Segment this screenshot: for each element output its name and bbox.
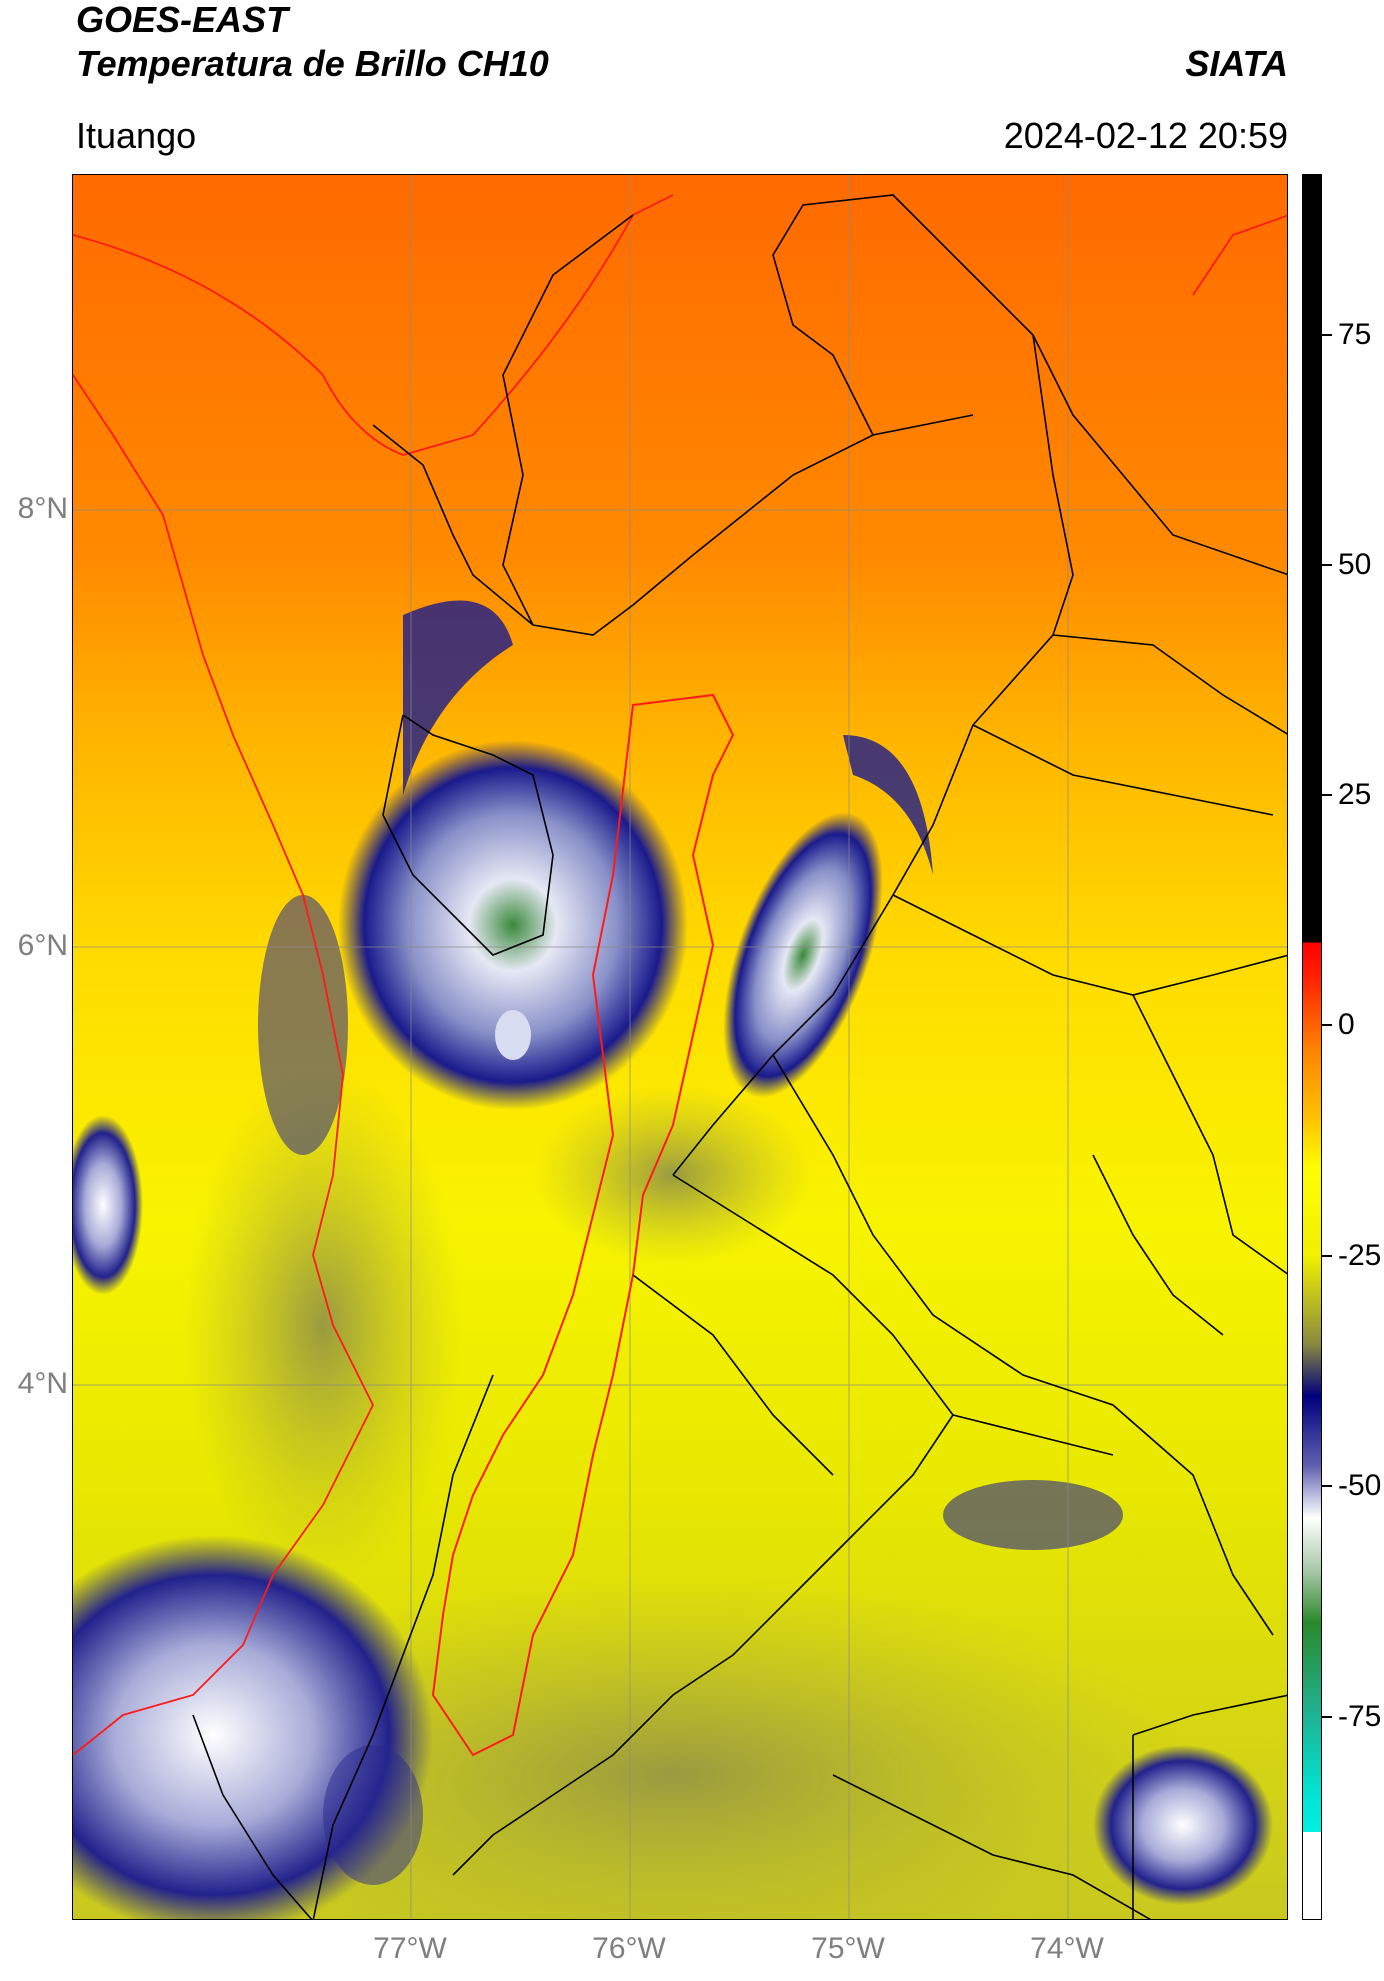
colorbar-label-75: 75	[1338, 318, 1372, 351]
department-boundary-red	[431, 693, 735, 1757]
storm-cell-east	[723, 812, 883, 1098]
satellite-map	[72, 174, 1288, 1920]
colorbar-label-minus50: -50	[1338, 1469, 1382, 1502]
lon-label-74w: 74°W	[1030, 1932, 1104, 1965]
region-label: Ituango	[76, 115, 197, 156]
storm-cell-ituango	[338, 740, 688, 1110]
colorbar-label-minus75: -75	[1338, 1700, 1382, 1733]
colorbar-label-0: 0	[1338, 1008, 1355, 1041]
title-line-1: GOES-EAST	[76, 0, 289, 40]
colorbar-tick-75	[1322, 334, 1332, 336]
colorbar-tick-minus75	[1322, 1716, 1332, 1718]
colorbar-label-minus25: -25	[1338, 1239, 1382, 1272]
title-line-2: Temperatura de Brillo CH10	[76, 43, 549, 84]
coastline-borders	[73, 194, 1287, 1756]
storm-arm-north	[403, 600, 513, 795]
cloud-band-coast	[258, 895, 348, 1155]
colorbar-label-50: 50	[1338, 548, 1372, 581]
colorbar-tick-0	[1322, 1024, 1332, 1026]
brand-label: SIATA	[1185, 43, 1288, 84]
storm-arm-east	[843, 735, 933, 875]
olive-region-west	[183, 1065, 463, 1585]
colorbar	[1302, 174, 1322, 1920]
lon-label-75w: 75°W	[811, 1932, 885, 1965]
lon-label-77w: 77°W	[373, 1932, 447, 1965]
lat-label-6n: 6°N	[17, 929, 68, 962]
lat-label-4n: 4°N	[17, 1367, 68, 1400]
cloud-cluster-southeast	[1093, 1745, 1273, 1905]
cloud-patch-east	[943, 1480, 1123, 1550]
colorbar-tick-50	[1322, 564, 1332, 566]
colorbar-tick-minus50	[1322, 1485, 1332, 1487]
gridlines	[73, 175, 1287, 1919]
cloud-patch-south	[323, 1745, 423, 1885]
timestamp-label: 2024-02-12 20:59	[1003, 115, 1288, 156]
map-canvas	[73, 175, 1287, 1919]
storm-cell-small	[495, 1010, 531, 1060]
colorbar-label-25: 25	[1338, 778, 1372, 811]
department-borders	[192, 194, 1287, 1919]
lat-label-8n: 8°N	[17, 492, 68, 525]
cloud-cluster-west	[73, 1115, 143, 1295]
lon-label-76w: 76°W	[592, 1932, 666, 1965]
colorbar-tick-minus25	[1322, 1255, 1332, 1257]
colorbar-tick-25	[1322, 794, 1332, 796]
